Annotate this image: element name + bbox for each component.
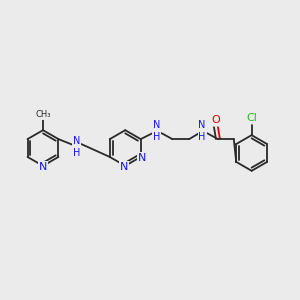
Text: N: N (120, 162, 128, 172)
Text: N
H: N H (153, 120, 160, 142)
Text: N: N (39, 162, 47, 172)
Text: Cl: Cl (246, 113, 257, 123)
Text: N: N (137, 153, 146, 163)
Text: N
H: N H (73, 136, 80, 158)
Text: O: O (212, 115, 220, 125)
Text: CH₃: CH₃ (35, 110, 51, 119)
Text: N
H: N H (198, 120, 206, 142)
